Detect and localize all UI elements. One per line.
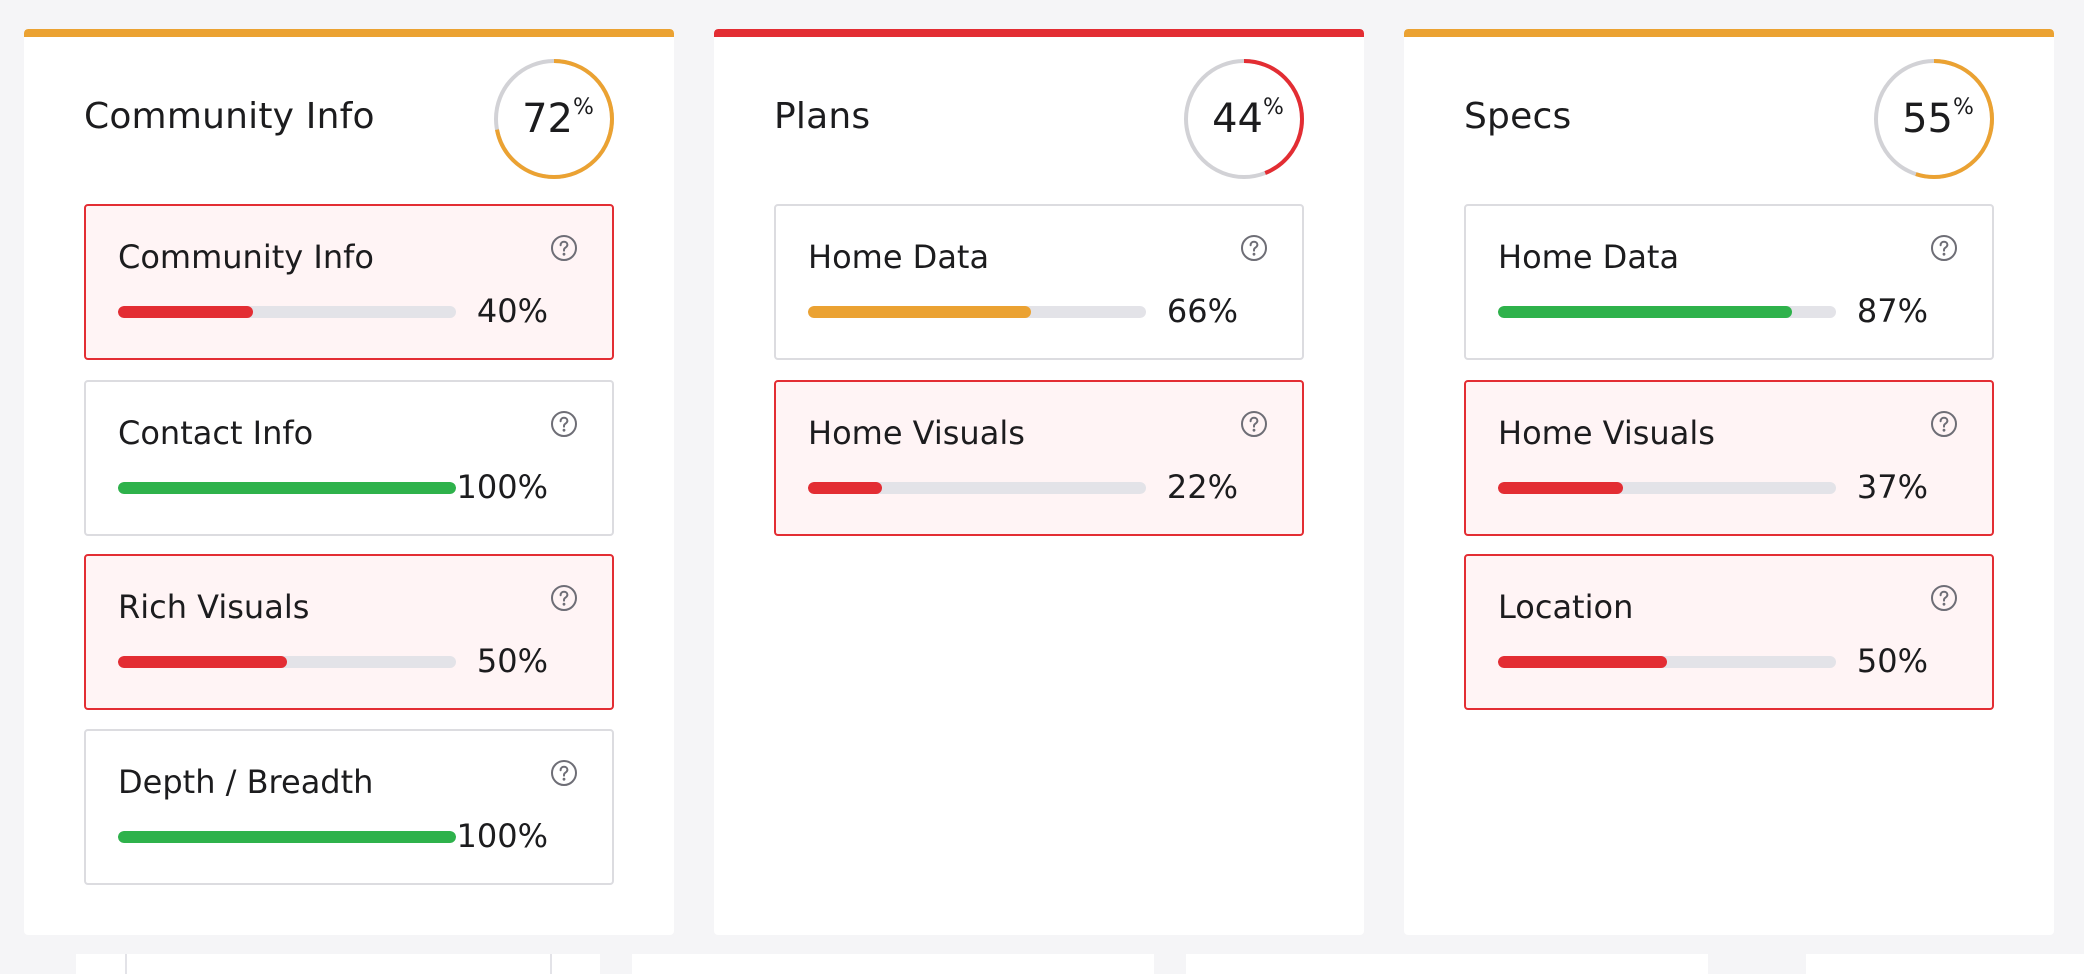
overall-score-ring: 55 % [1872, 57, 1996, 181]
metric-card-location: Location 50% [1464, 554, 1994, 710]
overall-score-unit: % [573, 95, 594, 120]
metric-card-contact-info: Contact Info 100% [84, 380, 614, 536]
score-ring-arc [1184, 59, 1304, 179]
metric-value: 87% [1856, 292, 1928, 330]
overall-score-unit: % [1953, 95, 1974, 120]
overall-score: 55 % [1872, 57, 1996, 181]
question-circle-icon[interactable] [1240, 410, 1268, 438]
question-circle-icon[interactable] [1930, 410, 1958, 438]
progress-bar-fill [1498, 482, 1624, 494]
metric-card-depth-breadth: Depth / Breadth 100% [84, 729, 614, 885]
score-panel-community-info: Community Info 72 % Community Info 40% C… [24, 29, 674, 935]
score-ring-arc [494, 59, 614, 179]
overall-score-unit: % [1263, 95, 1284, 120]
metric-card-home-visuals: Home Visuals 37% [1464, 380, 1994, 536]
progress-bar [118, 831, 456, 843]
next-row-card [1186, 954, 1708, 974]
panel-accent-bar [24, 29, 674, 37]
metric-card-home-visuals: Home Visuals 22% [774, 380, 1304, 536]
progress-bar [1498, 482, 1836, 494]
metric-value: 50% [476, 642, 548, 680]
progress-bar-fill [118, 482, 456, 494]
panel-accent-bar [714, 29, 1364, 37]
question-circle-icon[interactable] [1930, 584, 1958, 612]
next-row-divider [550, 954, 552, 974]
metric-card-community-info: Community Info 40% [84, 204, 614, 360]
overall-score: 72 % [492, 57, 616, 181]
metric-label: Depth / Breadth [118, 763, 374, 801]
metric-value: 100% [456, 468, 548, 506]
overall-score-ring: 44 % [1182, 57, 1306, 181]
question-circle-icon[interactable] [550, 759, 578, 787]
metric-label: Home Visuals [1498, 414, 1715, 452]
metric-label: Contact Info [118, 414, 314, 452]
progress-bar [1498, 656, 1836, 668]
question-circle-icon[interactable] [550, 584, 578, 612]
progress-bar [118, 482, 456, 494]
metric-value: 100% [456, 817, 548, 855]
panel-title: Specs [1464, 96, 1572, 137]
progress-bar-fill [118, 656, 287, 668]
progress-bar [118, 656, 456, 668]
metric-value: 40% [476, 292, 548, 330]
score-panel-plans: Plans 44 % Home Data 66% Home Visuals 22… [714, 29, 1364, 935]
metric-value: 50% [1856, 642, 1928, 680]
overall-score: 44 % [1182, 57, 1306, 181]
metric-card-rich-visuals: Rich Visuals 50% [84, 554, 614, 710]
question-circle-icon[interactable] [550, 410, 578, 438]
metric-label: Location [1498, 588, 1634, 626]
next-row-card [1806, 954, 2084, 974]
panel-accent-bar [1404, 29, 2054, 37]
progress-bar [118, 306, 456, 318]
progress-bar [1498, 306, 1836, 318]
question-circle-icon[interactable] [550, 234, 578, 262]
next-row-card [632, 954, 1154, 974]
score-ring-arc [1874, 59, 1994, 179]
progress-bar [808, 482, 1146, 494]
metric-card-home-data: Home Data 66% [774, 204, 1304, 360]
panel-title: Plans [774, 96, 871, 137]
progress-bar-fill [1498, 656, 1667, 668]
metric-value: 37% [1856, 468, 1928, 506]
overall-score-value: 55 [1902, 96, 1953, 142]
progress-bar [808, 306, 1146, 318]
next-row-divider [125, 954, 127, 974]
progress-bar-fill [118, 831, 456, 843]
progress-bar-fill [118, 306, 254, 318]
metric-label: Home Data [1498, 238, 1680, 276]
metric-card-home-data: Home Data 87% [1464, 204, 1994, 360]
question-circle-icon[interactable] [1240, 234, 1268, 262]
metric-value: 66% [1166, 292, 1238, 330]
metric-value: 22% [1166, 468, 1238, 506]
next-row-card [76, 954, 600, 974]
overall-score-value: 44 [1212, 96, 1263, 142]
panel-title: Community Info [84, 96, 375, 137]
metric-label: Home Visuals [808, 414, 1025, 452]
overall-score-ring: 72 % [492, 57, 616, 181]
question-circle-icon[interactable] [1930, 234, 1958, 262]
progress-bar-fill [808, 482, 883, 494]
progress-bar-fill [808, 306, 1032, 318]
metric-label: Home Data [808, 238, 990, 276]
progress-bar-fill [1498, 306, 1793, 318]
metric-label: Rich Visuals [118, 588, 310, 626]
metric-label: Community Info [118, 238, 374, 276]
overall-score-value: 72 [522, 96, 573, 142]
score-panel-specs: Specs 55 % Home Data 87% Home Visuals 37… [1404, 29, 2054, 935]
